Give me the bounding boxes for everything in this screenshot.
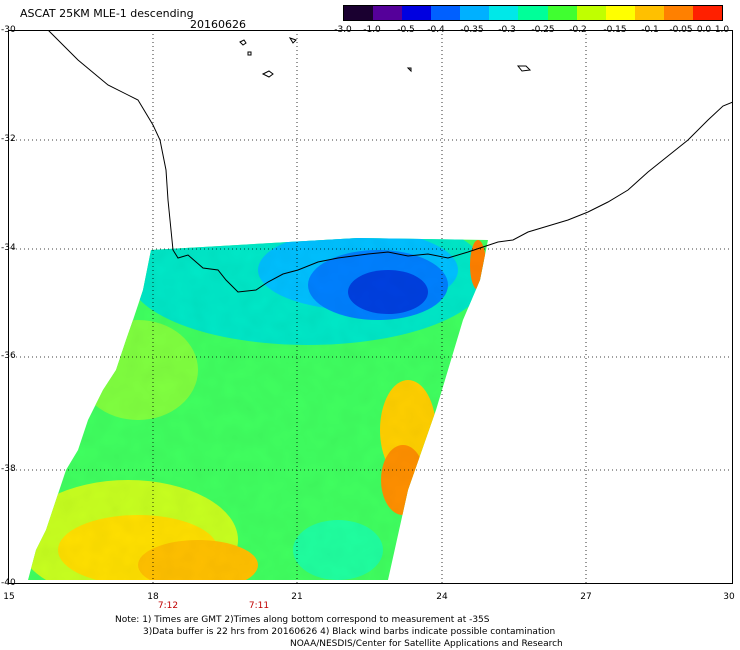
lat-label: -30 [1,25,16,35]
color-swatch [576,6,606,20]
note-line: NOAA/NESDIS/Center for Satellite Applica… [290,639,563,649]
color-swatch [373,6,403,20]
time-label: 7:11 [248,601,270,611]
lat-label: -40 [1,578,16,588]
color-swatch [518,6,548,20]
color-swatch [663,6,693,20]
coastline [47,30,733,293]
map-title: ASCAT 25KM MLE-1 descending [20,7,194,20]
islands [239,37,532,78]
wind-map [8,30,733,584]
lon-label: 27 [580,592,592,602]
color-swatch [605,6,635,20]
map-frame [8,30,733,584]
lat-label: -34 [1,243,16,253]
lon-label: 21 [291,592,303,602]
note-line: Note: 1) Times are GMT 2)Times along bot… [115,615,490,625]
color-swatch [634,6,664,20]
color-swatch [402,6,432,20]
color-scale-bar [343,5,723,21]
color-swatch [460,6,490,20]
color-swatch [547,6,577,20]
color-swatch [489,6,519,20]
lon-label: 30 [723,592,735,602]
color-swatch [344,6,374,20]
lon-label: 18 [147,592,159,602]
lat-label: -32 [1,134,16,144]
color-swatch [692,6,723,20]
lat-label: -38 [1,464,16,474]
time-label: 7:12 [157,601,179,611]
lon-label: 15 [3,592,15,602]
lon-label: 24 [436,592,448,602]
note-line: 3)Data buffer is 22 hrs from 20160626 4)… [143,627,556,637]
map-grid [8,30,733,584]
color-swatch [431,6,461,20]
lat-label: -36 [1,351,16,361]
map-date: 20160626 [190,18,246,31]
wind-speed-swath [28,238,488,580]
